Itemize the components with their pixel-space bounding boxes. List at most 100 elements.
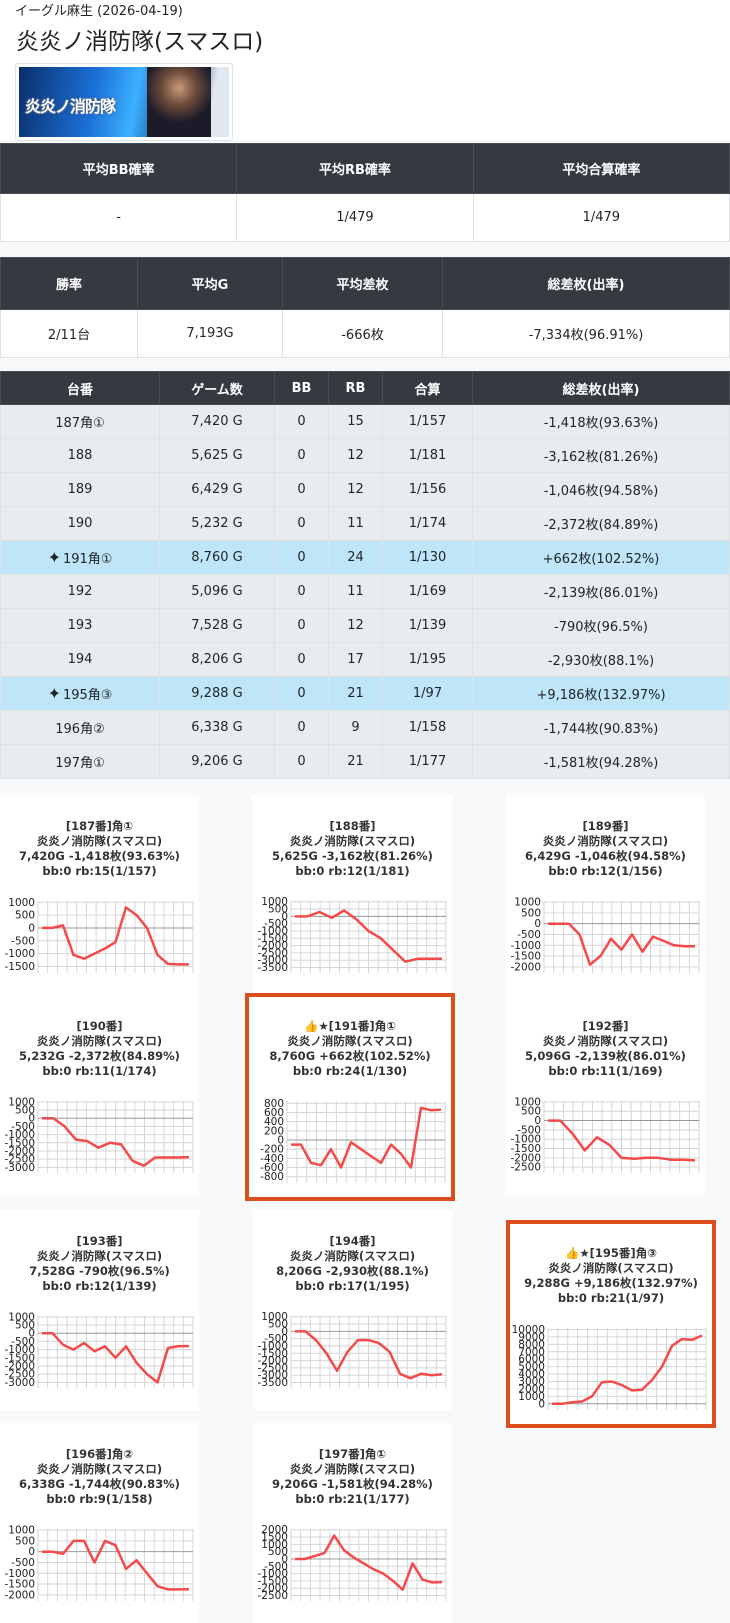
y-tick-label: -1500 — [4, 1137, 35, 1149]
y-tick-label: 5000 — [518, 1361, 545, 1373]
graph-card[interactable]: [194番] 炎炎ノ消防隊(スマスロ) 8,206G -2,930枚(88.1%) b… — [253, 1210, 452, 1410]
graph-subtitle: 炎炎ノ消防隊(スマスロ) — [542, 834, 669, 848]
cell-diff: +9,186枚(132.97%) — [472, 676, 730, 711]
y-tick-label: 1000 — [514, 897, 541, 909]
cell-games-text: 7,528 G — [191, 618, 243, 633]
y-tick-label: 1000 — [8, 1525, 35, 1537]
y-tick-label: -1500 — [257, 933, 288, 945]
graph-title: [194番] — [329, 1234, 376, 1248]
th-rb[interactable]: RB — [328, 371, 383, 405]
machine-row[interactable]: 188 5,625 G 0 12 1/181 -3,162枚(81.26%) — [0, 438, 730, 473]
graph-card[interactable]: [187番]角① 炎炎ノ消防隊(スマスロ) 7,420G -1,418枚(93.63… — [0, 795, 199, 995]
cell-games-text: 8,206 G — [191, 652, 243, 667]
cell-bb: 0 — [274, 608, 329, 643]
cell-no-text: 193 — [67, 618, 93, 633]
cell-bb-text: 0 — [297, 720, 306, 735]
y-tick-label: -2000 — [510, 961, 541, 973]
th-diff[interactable]: 総差枚(出率) — [472, 371, 730, 405]
graph-card[interactable]: [196番]角② 炎炎ノ消防隊(スマスロ) 6,338G -1,744枚(90.83… — [0, 1423, 199, 1623]
graph-line2: 6,429G -1,046枚(94.58%) — [525, 849, 686, 863]
th-bb[interactable]: BB — [274, 371, 329, 405]
cell-diff: -2,372枚(84.89%) — [472, 506, 730, 541]
machine-row[interactable]: 197角① 9,206 G 0 21 1/177 -1,581枚(94.28%) — [0, 744, 730, 779]
graph-card[interactable]: [190番] 炎炎ノ消防隊(スマスロ) 5,232G -2,372枚(84.89%)… — [0, 995, 199, 1195]
diff-series-line — [42, 1116, 190, 1167]
y-tick-label: 400 — [264, 1116, 284, 1128]
cell-no-text: 197角① — [55, 756, 105, 771]
y-tick-label: 0 — [28, 1546, 35, 1558]
cell-no: 196角② — [0, 710, 160, 745]
th-total[interactable]: 合算 — [382, 371, 473, 405]
machine-row[interactable]: 192 5,096 G 0 11 1/169 -2,139枚(86.01%) — [0, 574, 730, 609]
graph-card[interactable]: 👍★[191番]角① 炎炎ノ消防隊(スマスロ) 8,760G +662枚(102.5… — [245, 993, 455, 1201]
y-tick-label: -2500 — [257, 1590, 288, 1602]
cell-bb: 0 — [274, 540, 329, 575]
cell-games-text: 9,288 G — [191, 686, 243, 701]
graph-line2: 5,232G -2,372枚(84.89%) — [19, 1049, 180, 1063]
cell-games-text: 5,232 G — [191, 516, 243, 531]
graph-title: [192番] — [582, 1019, 629, 1033]
graph-card[interactable]: [189番] 炎炎ノ消防隊(スマスロ) 6,429G -1,046枚(94.58%)… — [506, 795, 705, 995]
graph-card[interactable]: [197番]角① 炎炎ノ消防隊(スマスロ) 9,206G -1,581枚(94.28… — [253, 1423, 452, 1623]
result-summary-table: 勝率 平均G 平均差枚 総差枚(出率) 2/11台 7,193G -666枚 -… — [0, 257, 730, 358]
cell-rb: 12 — [328, 438, 383, 473]
cell-total: 1/174 — [382, 506, 473, 541]
graph-card[interactable]: [188番] 炎炎ノ消防隊(スマスロ) 5,625G -3,162枚(81.26%)… — [253, 795, 452, 995]
cell-total-text: 1/174 — [408, 516, 447, 531]
machine-row[interactable]: ✦ 191角① 8,760 G 0 24 1/130 +662枚(102.52%) — [0, 540, 730, 575]
y-tick-label: 8000 — [518, 1339, 545, 1351]
th-machine-no[interactable]: 台番 — [0, 371, 160, 405]
machine-row[interactable]: 189 6,429 G 0 12 1/156 -1,046枚(94.58%) — [0, 472, 730, 507]
graph-line3: bb:0 rb:12(1/156) — [548, 864, 663, 878]
cell-no: 193 — [0, 608, 160, 643]
th-avg-total: 平均合算確率 — [472, 143, 730, 194]
y-tick-label: -500 — [11, 1121, 35, 1133]
y-tick-label: 500 — [521, 1106, 541, 1118]
graph-line2: 5,625G -3,162枚(81.26%) — [272, 849, 433, 863]
machine-row[interactable]: 194 8,206 G 0 17 1/195 -2,930枚(88.1%) — [0, 642, 730, 677]
cell-rb-text: 21 — [347, 754, 364, 769]
y-tick-label: -2000 — [257, 940, 288, 952]
y-tick-label: -2500 — [4, 1369, 35, 1381]
cell-games: 5,096 G — [159, 574, 275, 609]
y-tick-label: -2500 — [257, 1362, 288, 1374]
cell-diff-text: -1,046枚(94.58%) — [543, 484, 659, 499]
cell-rb: 15 — [328, 404, 383, 439]
machine-row[interactable]: 196角② 6,338 G 0 9 1/158 -1,744枚(90.83%) — [0, 710, 730, 745]
cell-diff-text: -1,581枚(94.28%) — [543, 756, 659, 771]
cell-rb-text: 24 — [347, 550, 364, 565]
y-tick-label: 0 — [538, 1398, 545, 1410]
cell-no-text: 194 — [67, 652, 93, 667]
cell-no: 190 — [0, 506, 160, 541]
th-games[interactable]: ゲーム数 — [159, 371, 275, 405]
cell-rb-text: 9 — [351, 720, 360, 735]
cell-total: 1/177 — [382, 744, 473, 779]
machine-row[interactable]: 190 5,232 G 0 11 1/174 -2,372枚(84.89%) — [0, 506, 730, 541]
diff-series-line — [291, 1106, 442, 1169]
cell-total-text: 1/177 — [408, 754, 447, 769]
avg-rb-value: 1/479 — [236, 193, 474, 242]
y-tick-label: -2000 — [257, 1583, 288, 1595]
machine-row[interactable]: ✦ 195角③ 9,288 G 0 21 1/97 +9,186枚(132.97%) — [0, 676, 730, 711]
machine-row[interactable]: 193 7,528 G 0 12 1/139 -790枚(96.5%) — [0, 608, 730, 643]
graph-card[interactable]: 👍★[195番]角③ 炎炎ノ消防隊(スマスロ) 9,288G +9,186枚(132… — [506, 1220, 716, 1428]
machine-row[interactable]: 187角① 7,420 G 0 15 1/157 -1,418枚(93.63%) — [0, 404, 730, 439]
graph-card[interactable]: [192番] 炎炎ノ消防隊(スマスロ) 5,096G -2,139枚(86.01%)… — [506, 995, 705, 1195]
y-tick-label: -500 — [517, 929, 541, 941]
cell-total: 1/169 — [382, 574, 473, 609]
page-header: イーグル麻生 (2026-04-19) 炎炎ノ消防隊(スマスロ) 炎炎ノ消防隊 — [0, 0, 730, 141]
y-tick-label: 500 — [15, 1535, 35, 1547]
cell-rb: 9 — [328, 710, 383, 745]
cell-diff: -790枚(96.5%) — [472, 608, 730, 643]
y-tick-label: 6000 — [518, 1354, 545, 1366]
cell-games: 8,206 G — [159, 642, 275, 677]
cell-rb-text: 12 — [347, 448, 364, 463]
diff-series-line — [42, 1539, 190, 1591]
graph-card[interactable]: [193番] 炎炎ノ消防隊(スマスロ) 7,528G -790枚(96.5%) bb:… — [0, 1210, 199, 1410]
graph-svg: 10005000-500-1000-1500-2000-2500-3000-35… — [257, 897, 447, 974]
y-tick-label: -3500 — [257, 962, 288, 974]
cell-no: 197角① — [0, 744, 160, 779]
y-tick-label: 500 — [15, 910, 35, 922]
